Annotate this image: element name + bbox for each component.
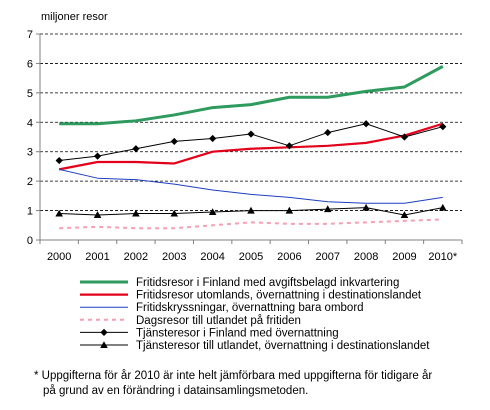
- axes: [36, 33, 463, 244]
- y-tick-labels: 0 1 2 3 4 5 6 7: [27, 29, 33, 247]
- legend-label: Dagsresor till utlandet på fritiden: [136, 315, 301, 327]
- y-tick-5: 5: [27, 88, 33, 100]
- data-point: [400, 133, 409, 141]
- series-line-2: [59, 168, 443, 204]
- x-tick-2007: 2007: [315, 251, 339, 263]
- y-axis-label: miljoner resor: [41, 11, 108, 23]
- series-line-1: [58, 122, 444, 171]
- data-point: [362, 120, 370, 128]
- x-tick-2002: 2002: [124, 251, 148, 263]
- data-point: [285, 206, 294, 214]
- data-point: [324, 128, 332, 137]
- series-line-0: [59, 65, 444, 126]
- data-point: [132, 209, 140, 217]
- x-tick-2006: 2006: [277, 251, 301, 263]
- series-0: [59, 65, 444, 126]
- legend-label: Fritidskryssningar, övernattning bara om…: [136, 302, 364, 314]
- x-tick-2009: 2009: [392, 251, 416, 263]
- legend-label: Fritidsresor i Finland med avgiftsbelagd…: [136, 277, 399, 289]
- data-point: [209, 134, 217, 143]
- x-tick-2008: 2008: [354, 251, 378, 263]
- legend-label: Tjänsteresor till utlandet, övernattning…: [136, 340, 430, 352]
- legend-entry-2: Fritidskryssningar, övernattning bara om…: [80, 302, 364, 314]
- legend-entry-1: Fritidsresor utomlands, övernattning i d…: [80, 290, 422, 302]
- data-point: [247, 206, 255, 214]
- y-tick-7: 7: [27, 29, 33, 41]
- legend-entry-5: Tjänsteresor till utlandet, övernattning…: [80, 340, 430, 352]
- x-tick-2004: 2004: [200, 251, 224, 263]
- data-point: [170, 209, 179, 217]
- x-tick-2010*: 2010*: [428, 251, 457, 263]
- y-tick-0: 0: [27, 235, 33, 247]
- series-line-3: [59, 218, 443, 230]
- footnote-line-2: på grund av en förändring i datainsamlin…: [43, 385, 309, 397]
- y-tick-1: 1: [27, 206, 33, 218]
- data-point: [362, 203, 370, 211]
- legend-entry-3: Dagsresor till utlandet på fritiden: [80, 315, 301, 327]
- data-point: [323, 205, 332, 213]
- series-2: [59, 168, 443, 204]
- x-tick-2005: 2005: [239, 251, 263, 263]
- data-point: [170, 137, 178, 146]
- legend-label: Tjänsteresor i Finland med övernattning: [136, 327, 339, 339]
- data-point: [285, 142, 293, 150]
- data-point: [93, 152, 102, 160]
- series-1: [58, 122, 444, 171]
- legend-marker: [100, 328, 108, 336]
- x-tick-labels: 2000 2001 2002 2003 2004 2005 2006 2007 2008 2009…: [47, 251, 458, 263]
- series-3: [59, 218, 443, 230]
- y-tick-4: 4: [27, 117, 33, 129]
- data-point: [132, 145, 140, 153]
- legend-label: Fritidsresor utomlands, övernattning i d…: [136, 290, 422, 302]
- legend-marker: [100, 341, 108, 348]
- y-tick-6: 6: [27, 58, 33, 70]
- data-point: [439, 203, 447, 211]
- data-point: [55, 156, 63, 165]
- y-tick-2: 2: [27, 176, 33, 188]
- legend-entry-4: Tjänsteresor i Finland med övernattning: [80, 327, 339, 339]
- series-5: [55, 203, 447, 218]
- y-tick-3: 3: [27, 147, 33, 159]
- legend: Fritidsresor i Finland med avgiftsbelagd…: [80, 277, 430, 352]
- x-tick-2003: 2003: [162, 251, 186, 263]
- series-lines: [55, 65, 447, 230]
- line-chart: miljoner resor 0 1 2 3 4 5 6 7 2000 2001 2002 2003…: [27, 11, 463, 352]
- data-point: [439, 123, 447, 131]
- series-line-4: [59, 123, 443, 162]
- data-point: [55, 209, 63, 217]
- footnote-line-1: * Uppgifterna för år 2010 är inte helt j…: [34, 370, 433, 382]
- data-point: [400, 211, 409, 218]
- legend-entry-0: Fritidsresor i Finland med avgiftsbelagd…: [80, 277, 399, 289]
- x-tick-2000: 2000: [47, 251, 71, 263]
- footnote: * Uppgifterna för år 2010 är inte helt j…: [34, 369, 484, 399]
- x-tick-2001: 2001: [85, 251, 109, 263]
- data-point: [247, 130, 255, 138]
- data-point: [208, 208, 217, 216]
- series-4: [55, 120, 447, 165]
- data-point: [93, 211, 102, 218]
